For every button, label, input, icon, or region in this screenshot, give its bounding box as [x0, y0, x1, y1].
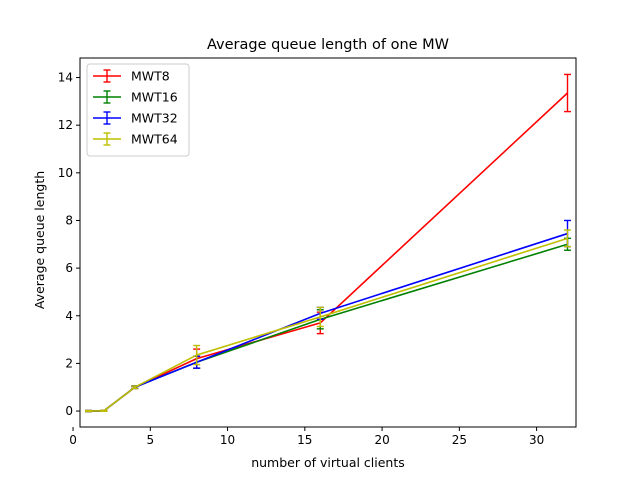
y-tick-label: 6	[65, 261, 73, 275]
x-tick-label: 5	[146, 433, 154, 447]
legend-label: MWT8	[131, 69, 170, 84]
y-tick-label: 10	[58, 166, 73, 180]
y-tick-label: 12	[58, 118, 73, 132]
y-tick-label: 4	[65, 309, 73, 323]
chart-title: Average queue length of one MW	[207, 37, 449, 53]
legend-label: MWT32	[131, 111, 178, 126]
x-tick-label: 30	[529, 433, 544, 447]
x-tick-label: 25	[452, 433, 467, 447]
y-tick-label: 8	[65, 213, 73, 227]
y-axis-label: Average queue length	[32, 171, 47, 309]
x-tick-label: 10	[220, 433, 235, 447]
y-tick-label: 2	[65, 356, 73, 370]
legend: MWT8 MWT16 MWT32 MWT64	[87, 64, 189, 156]
legend-label: MWT64	[131, 132, 178, 147]
x-axis-label: number of virtual clients	[251, 455, 405, 470]
x-tick-label: 0	[69, 433, 77, 447]
x-tick-label: 20	[374, 433, 389, 447]
legend-label: MWT16	[131, 90, 178, 105]
y-tick-label: 0	[65, 404, 73, 418]
x-tick-label: 15	[297, 433, 312, 447]
y-tick-label: 14	[58, 71, 73, 85]
